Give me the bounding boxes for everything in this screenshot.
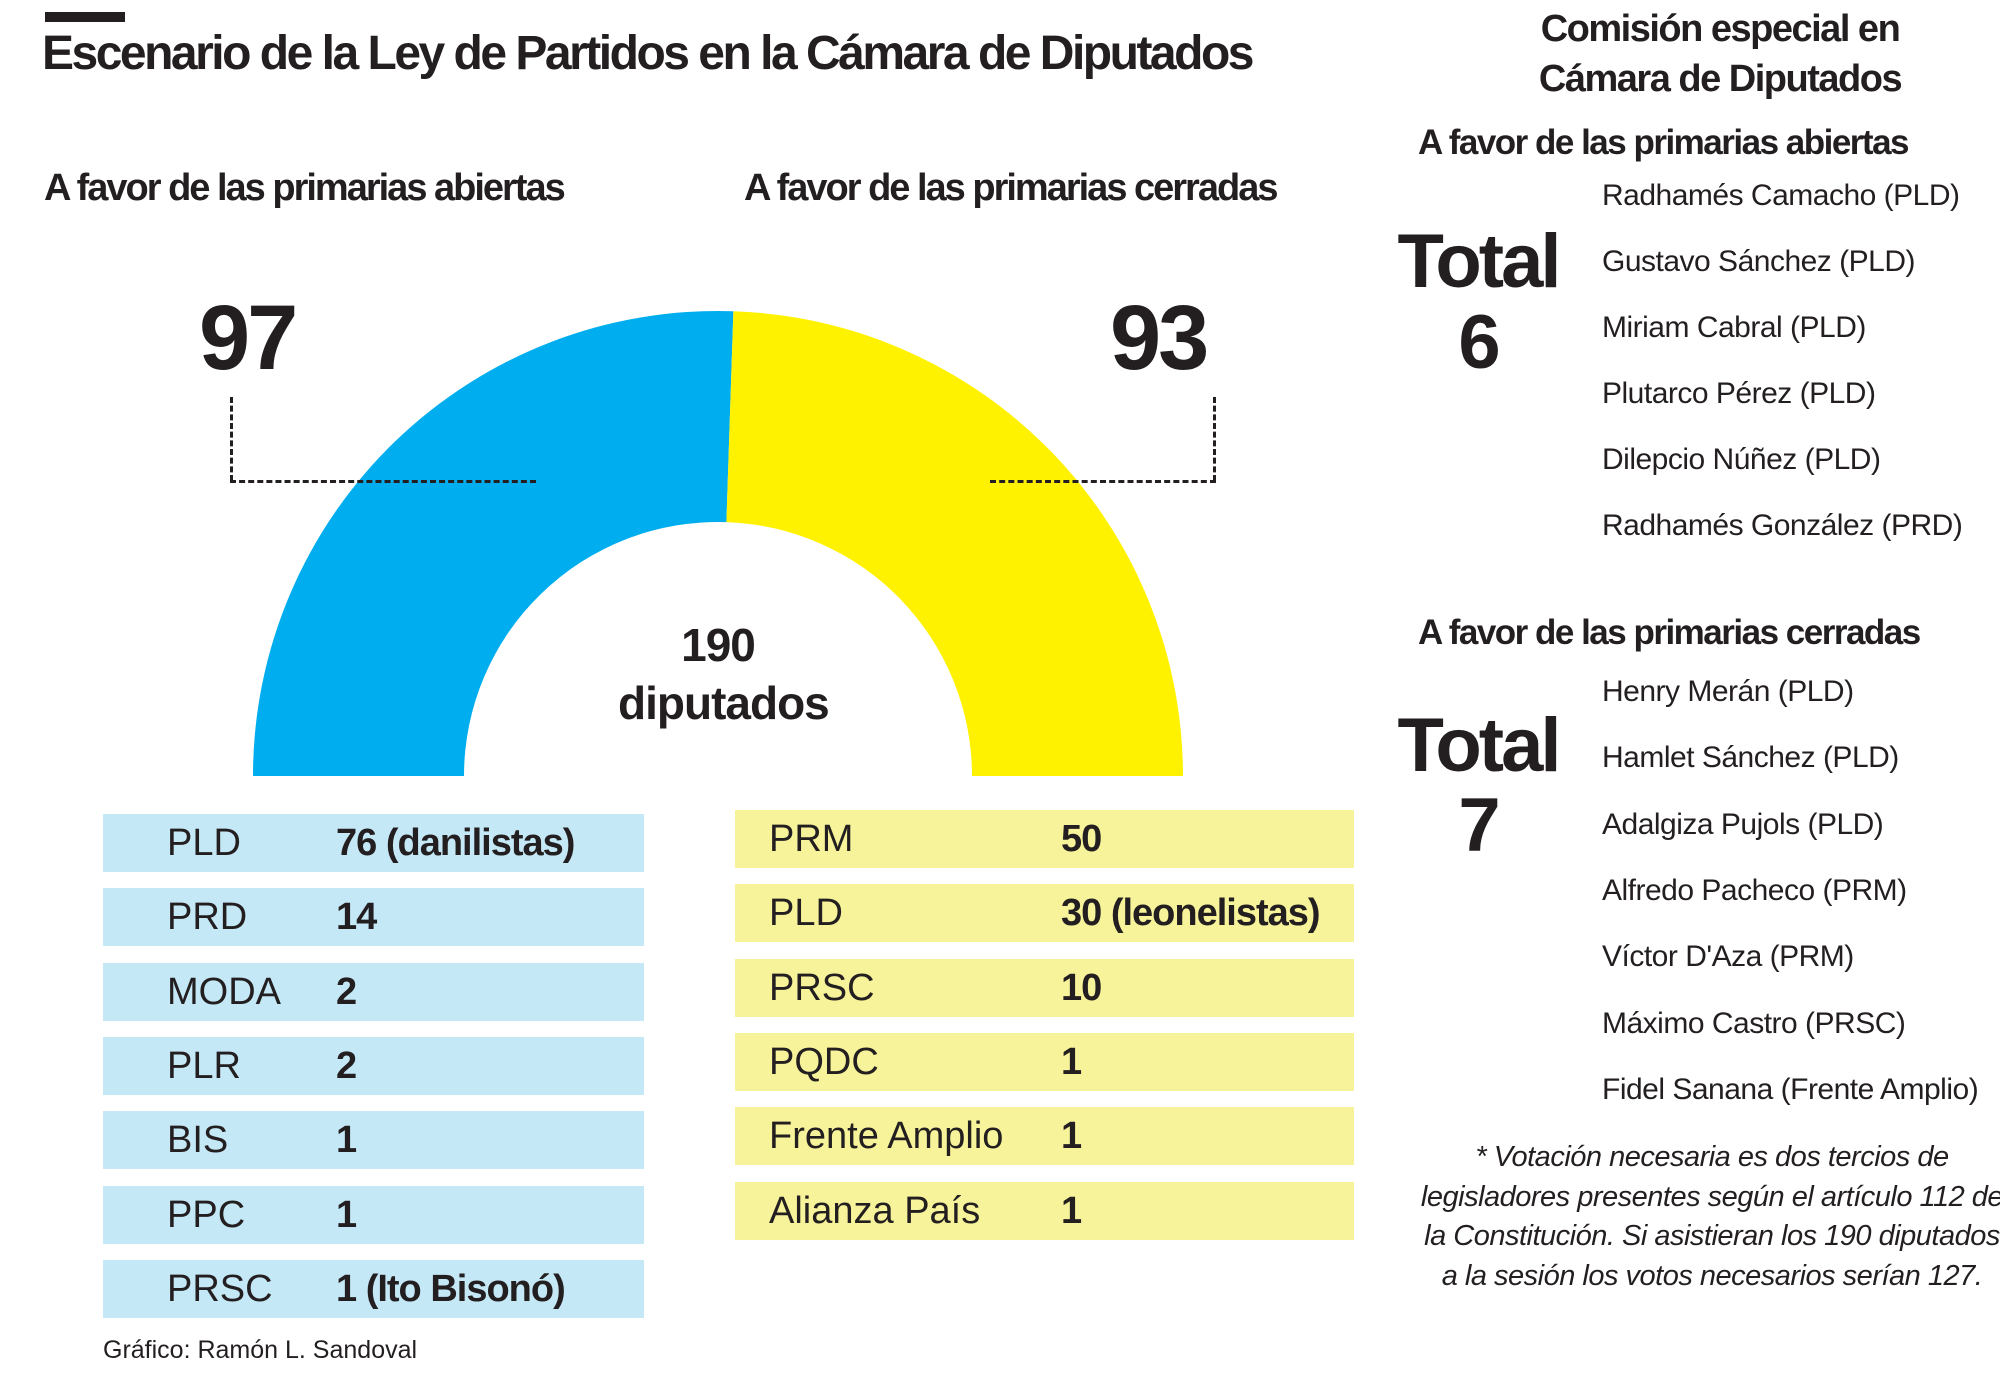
donut-segment-open: [253, 311, 734, 776]
party-name: PQDC: [769, 1040, 879, 1083]
party-name: PRSC: [167, 1267, 273, 1310]
member-name: Radhamés Camacho (PLD): [1602, 179, 1960, 212]
commission-closed-heading: A favor de las primarias cerradas: [1418, 613, 1921, 652]
member-name: Alfredo Pacheco (PRM): [1602, 873, 1907, 907]
open-total-label: 97: [199, 287, 298, 389]
title-accent-bar: [45, 12, 125, 22]
party-seats: 1: [1061, 1040, 1082, 1083]
table-row: PLD 76 (danilistas): [103, 814, 644, 872]
table-row: PRM 50: [735, 810, 1354, 868]
party-seats: 1: [1061, 1115, 1082, 1158]
commission-heading-line1: Comisión especial en: [1540, 8, 1901, 50]
party-name: BIS: [167, 1119, 229, 1162]
party-name: PLD: [769, 892, 843, 935]
closed-leader-line: [990, 480, 1216, 483]
table-row: Alianza País 1: [735, 1181, 1354, 1240]
party-seats: 30 (leonelistas): [1061, 892, 1321, 935]
party-name: PPC: [167, 1193, 246, 1236]
footnote: * Votación necesaria es dos tercios de l…: [1420, 1141, 2000, 1292]
member-name: Hamlet Sánchez (PLD): [1602, 741, 1899, 775]
member-name: Víctor D'Aza (PRM): [1602, 940, 1854, 974]
chart-center-label: 190 diputados: [618, 616, 830, 732]
open-leader-line: [230, 397, 233, 481]
member-name: Gustavo Sánchez (PLD): [1602, 245, 1915, 278]
donut-segment-closed: [726, 311, 1183, 776]
party-seats: 1 (Ito Bisonó): [336, 1267, 566, 1310]
party-seats: 10: [1061, 966, 1102, 1009]
commission-open-total: 6: [1458, 300, 1500, 385]
party-name: Frente Amplio: [769, 1115, 1004, 1158]
table-row: PRD 14: [103, 888, 644, 947]
table-row: PRSC 1 (Ito Bisonó): [103, 1259, 644, 1318]
commission-heading-line2: Cámara de Diputados: [1538, 58, 1903, 100]
party-seats: 1: [336, 1119, 357, 1162]
member-name: Máximo Castro (PRSC): [1602, 1006, 1906, 1040]
graphic-credit: Gráfico: Ramón L. Sandoval: [103, 1336, 418, 1364]
party-name: PRSC: [769, 966, 875, 1009]
page-title: Escenario de la Ley de Partidos en la Cá…: [42, 27, 1254, 80]
closed-leader-line: [1213, 397, 1216, 481]
party-seats: 1: [1061, 1189, 1082, 1232]
party-seats: 1: [336, 1193, 357, 1236]
party-name: Alianza País: [769, 1189, 981, 1232]
party-name: MODA: [167, 970, 281, 1013]
table-row: MODA 2: [103, 962, 644, 1021]
total-deputies-unit: diputados: [618, 677, 830, 729]
party-seats: 76 (danilistas): [336, 822, 575, 864]
closed-total-label: 93: [1110, 287, 1209, 389]
party-seats: 50: [1061, 818, 1102, 860]
party-name: PRD: [167, 896, 248, 939]
party-name: PLD: [167, 822, 241, 864]
table-row: Frente Amplio 1: [735, 1107, 1354, 1166]
party-seats: 2: [336, 970, 357, 1013]
party-seats: 14: [336, 896, 377, 939]
member-name: Miriam Cabral (PLD): [1602, 311, 1866, 344]
member-name: Henry Merán (PLD): [1602, 675, 1854, 708]
commission-closed-total-label: Total: [1397, 703, 1562, 788]
party-seats: 2: [336, 1044, 357, 1087]
member-name: Dilepcio Núñez (PLD): [1602, 443, 1881, 476]
member-name: Plutarco Pérez (PLD): [1602, 377, 1876, 410]
open-primaries-heading: A favor de las primarias abiertas: [44, 167, 566, 209]
total-deputies-number: 190: [681, 619, 756, 671]
table-row: PLD 30 (leonelistas): [735, 884, 1354, 943]
table-row: PRSC 10: [735, 958, 1354, 1017]
member-name: Adalgiza Pujols (PLD): [1602, 807, 1884, 841]
member-name: Fidel Sanana (Frente Amplio): [1602, 1072, 1979, 1106]
table-row: PQDC 1: [735, 1032, 1354, 1091]
commission-closed-total: 7: [1458, 783, 1500, 868]
party-name: PRM: [769, 818, 854, 860]
closed-primaries-heading: A favor de las primarias cerradas: [744, 167, 1278, 209]
commission-open-total-label: Total: [1397, 219, 1562, 304]
open-leader-line: [230, 480, 536, 483]
table-row: BIS 1: [103, 1111, 644, 1170]
party-name: PLR: [167, 1044, 241, 1087]
table-row: PPC 1: [103, 1185, 644, 1244]
table-row: PLR 2: [103, 1036, 644, 1095]
member-name: Radhamés González (PRD): [1602, 509, 1963, 542]
commission-open-heading: A favor de las primarias abiertas: [1418, 123, 1910, 162]
